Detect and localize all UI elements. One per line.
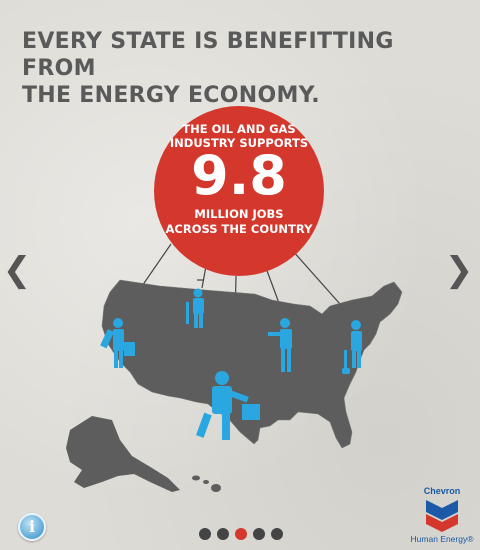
jobs-stat-callout: THE OIL AND GAS INDUSTRY SUPPORTS 9.8 MI… — [154, 106, 324, 276]
pager-dot-1[interactable] — [199, 528, 211, 540]
worker-icon — [342, 320, 362, 374]
chevron-logo-icon — [426, 500, 458, 532]
pager-dot-5[interactable] — [271, 528, 283, 540]
headline: EVERY STATE IS BENEFITTING FROM THE ENER… — [22, 28, 462, 109]
brand-tagline: Human Energy® — [410, 534, 474, 544]
pager-dot-4[interactable] — [253, 528, 265, 540]
stat-outro-line-1: MILLION JOBS — [194, 207, 284, 221]
worker-icon — [186, 288, 204, 328]
brand-name: Chevron — [423, 486, 461, 496]
worker-icon — [196, 371, 260, 440]
hawaii-shape — [192, 475, 221, 492]
pager-dot-2[interactable] — [217, 528, 229, 540]
pager-dot-3-active[interactable] — [235, 528, 247, 540]
worker-icon — [268, 318, 292, 372]
chevron-logo[interactable]: Chevron Human Energy® — [408, 486, 476, 544]
chevron-right-icon[interactable]: ❯ — [444, 250, 474, 290]
pager — [199, 528, 283, 540]
chevron-left-icon[interactable]: ❮ — [2, 250, 32, 290]
headline-line-2: THE ENERGY ECONOMY. — [22, 83, 320, 108]
stat-outro: MILLION JOBS ACROSS THE COUNTRY — [154, 207, 324, 237]
info-icon[interactable]: i — [18, 513, 46, 541]
worker-icon — [100, 318, 135, 368]
alaska-shape — [66, 416, 180, 492]
stat-intro-line-1: THE OIL AND GAS — [182, 122, 296, 136]
stat-intro-line-2: INDUSTRY SUPPORTS — [169, 136, 309, 150]
stat-number: 9.8 — [191, 144, 287, 207]
stat-outro-line-2: ACROSS THE COUNTRY — [165, 222, 313, 236]
stat-intro: THE OIL AND GAS INDUSTRY SUPPORTS — [154, 122, 324, 150]
headline-line-1: EVERY STATE IS BENEFITTING FROM — [22, 29, 394, 81]
us-map-shape — [101, 279, 403, 449]
